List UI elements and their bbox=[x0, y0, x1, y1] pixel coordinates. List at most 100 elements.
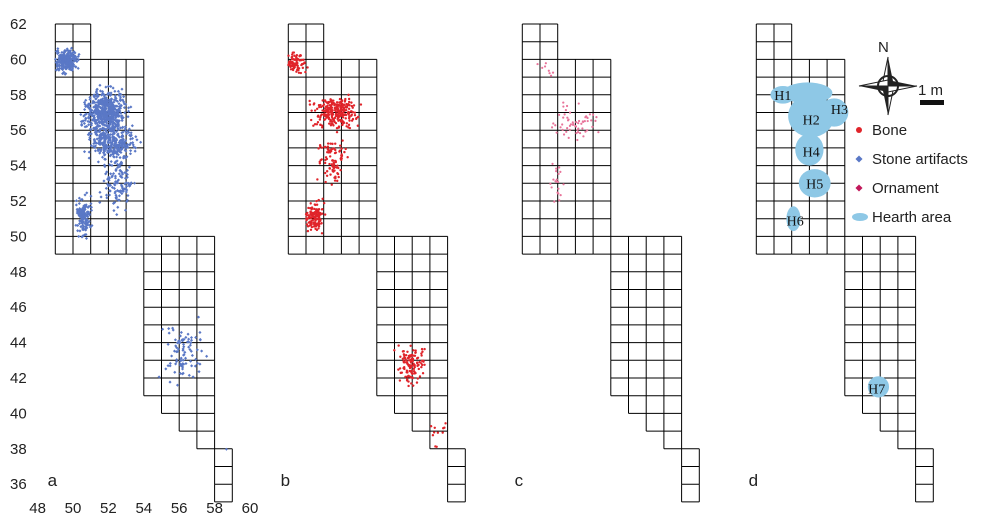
bone-point bbox=[345, 102, 348, 106]
stone-artifact-point bbox=[93, 149, 98, 153]
scale-bar bbox=[920, 100, 944, 105]
bone-point bbox=[416, 364, 419, 368]
legend: N 1 m Bone Stone artifacts Ornament Hearth … bbox=[852, 39, 968, 226]
stone-artifact-point bbox=[60, 54, 65, 58]
ornament-point bbox=[565, 130, 568, 133]
bone-point bbox=[318, 118, 322, 121]
bone-point bbox=[398, 367, 402, 370]
ornament-point bbox=[576, 138, 579, 142]
hearth-area bbox=[786, 206, 801, 232]
bone-point bbox=[431, 434, 435, 437]
bone-point bbox=[316, 208, 319, 211]
bone-point bbox=[340, 147, 343, 150]
bone-point bbox=[356, 124, 360, 127]
bone-point bbox=[338, 110, 342, 113]
stone-artifact-point bbox=[190, 364, 194, 368]
bone-point bbox=[312, 212, 316, 216]
stone-artifact-point bbox=[120, 175, 124, 179]
stone-artifact-point bbox=[131, 141, 135, 145]
stone-artifact-point bbox=[181, 342, 186, 346]
ornament-point bbox=[559, 194, 562, 197]
ornament-point bbox=[555, 170, 558, 173]
stone-artifact-point bbox=[103, 106, 107, 110]
bone-point bbox=[326, 106, 329, 110]
bone-point bbox=[312, 103, 315, 106]
bone-point bbox=[421, 350, 424, 353]
bone-point bbox=[444, 422, 447, 425]
bone-point bbox=[329, 98, 332, 101]
bone-point bbox=[350, 101, 353, 104]
bone-point bbox=[309, 210, 312, 213]
y-tick-label: 54 bbox=[10, 158, 27, 175]
hearth-area bbox=[820, 98, 849, 127]
bone-point bbox=[334, 142, 337, 145]
bone-point bbox=[330, 163, 334, 166]
ornament-point bbox=[568, 111, 572, 114]
bone-point bbox=[339, 107, 342, 110]
ornament-point bbox=[555, 131, 558, 134]
stone-artifact-point bbox=[127, 127, 131, 131]
hearth-label: H5 bbox=[806, 177, 823, 192]
stone-artifact-point bbox=[117, 194, 121, 198]
stone-artifact-point bbox=[108, 93, 112, 98]
ornament-point bbox=[557, 187, 560, 190]
bone-point bbox=[326, 148, 330, 151]
bone-point bbox=[334, 148, 337, 152]
bone-point bbox=[313, 217, 317, 221]
ornament-point bbox=[543, 65, 547, 68]
stone-artifact-point bbox=[194, 357, 198, 361]
stone-artifact-point bbox=[113, 190, 117, 194]
stone-artifact-point bbox=[180, 367, 185, 371]
bone-point bbox=[409, 375, 412, 378]
bone-point bbox=[336, 107, 339, 110]
stone-artifact-point bbox=[65, 47, 69, 51]
ornament-point bbox=[584, 130, 587, 133]
stone-artifact-point bbox=[63, 49, 67, 53]
ornament-point bbox=[597, 131, 600, 134]
bone-point bbox=[299, 59, 303, 62]
stone-artifact-point bbox=[122, 95, 126, 99]
stone-artifact-point bbox=[109, 159, 113, 164]
ornament-point bbox=[581, 127, 584, 130]
stone-artifact-point bbox=[112, 155, 116, 159]
stone-artifact-point bbox=[196, 361, 200, 365]
stone-artifact-point bbox=[168, 380, 172, 384]
stone-artifact-point bbox=[74, 65, 78, 69]
bone-point bbox=[347, 113, 350, 116]
stone-artifact-point bbox=[107, 126, 111, 130]
legend-label: Stone artifacts bbox=[872, 151, 968, 168]
stone-artifact-point bbox=[116, 162, 120, 166]
bone-point bbox=[422, 360, 425, 363]
stone-artifact-point bbox=[98, 120, 102, 124]
stone-artifact-point bbox=[79, 112, 83, 117]
bone-point bbox=[332, 101, 335, 105]
bone-point bbox=[402, 350, 405, 353]
bone-point bbox=[338, 101, 341, 104]
stone-artifact-point bbox=[134, 135, 138, 139]
bone-point bbox=[308, 214, 311, 218]
y-tick-label: 56 bbox=[10, 122, 27, 139]
bone-point bbox=[354, 117, 358, 121]
ornament-point bbox=[554, 124, 557, 127]
bone-point bbox=[406, 371, 409, 374]
stone-artifact-point bbox=[171, 326, 175, 330]
bone-point bbox=[333, 179, 337, 182]
bone-point bbox=[317, 227, 320, 230]
bone-point bbox=[338, 97, 342, 101]
stone-artifact-point bbox=[110, 117, 115, 121]
bone-point bbox=[322, 201, 326, 205]
ornament-point bbox=[571, 121, 574, 124]
stone-artifact-point bbox=[55, 67, 60, 71]
legend-item: Ornament bbox=[855, 180, 940, 197]
ornament-point bbox=[565, 104, 569, 108]
stone-artifact-point bbox=[98, 83, 102, 87]
bone-point bbox=[292, 66, 296, 70]
bone-point bbox=[326, 114, 329, 118]
ornament-point bbox=[562, 133, 566, 136]
stone-artifact-point bbox=[117, 93, 121, 97]
stone-artifact-point bbox=[109, 108, 114, 112]
bone-point bbox=[323, 145, 326, 149]
stone-artifact-point bbox=[182, 345, 186, 349]
panel-label: b bbox=[281, 471, 290, 490]
bone-point bbox=[341, 123, 344, 127]
